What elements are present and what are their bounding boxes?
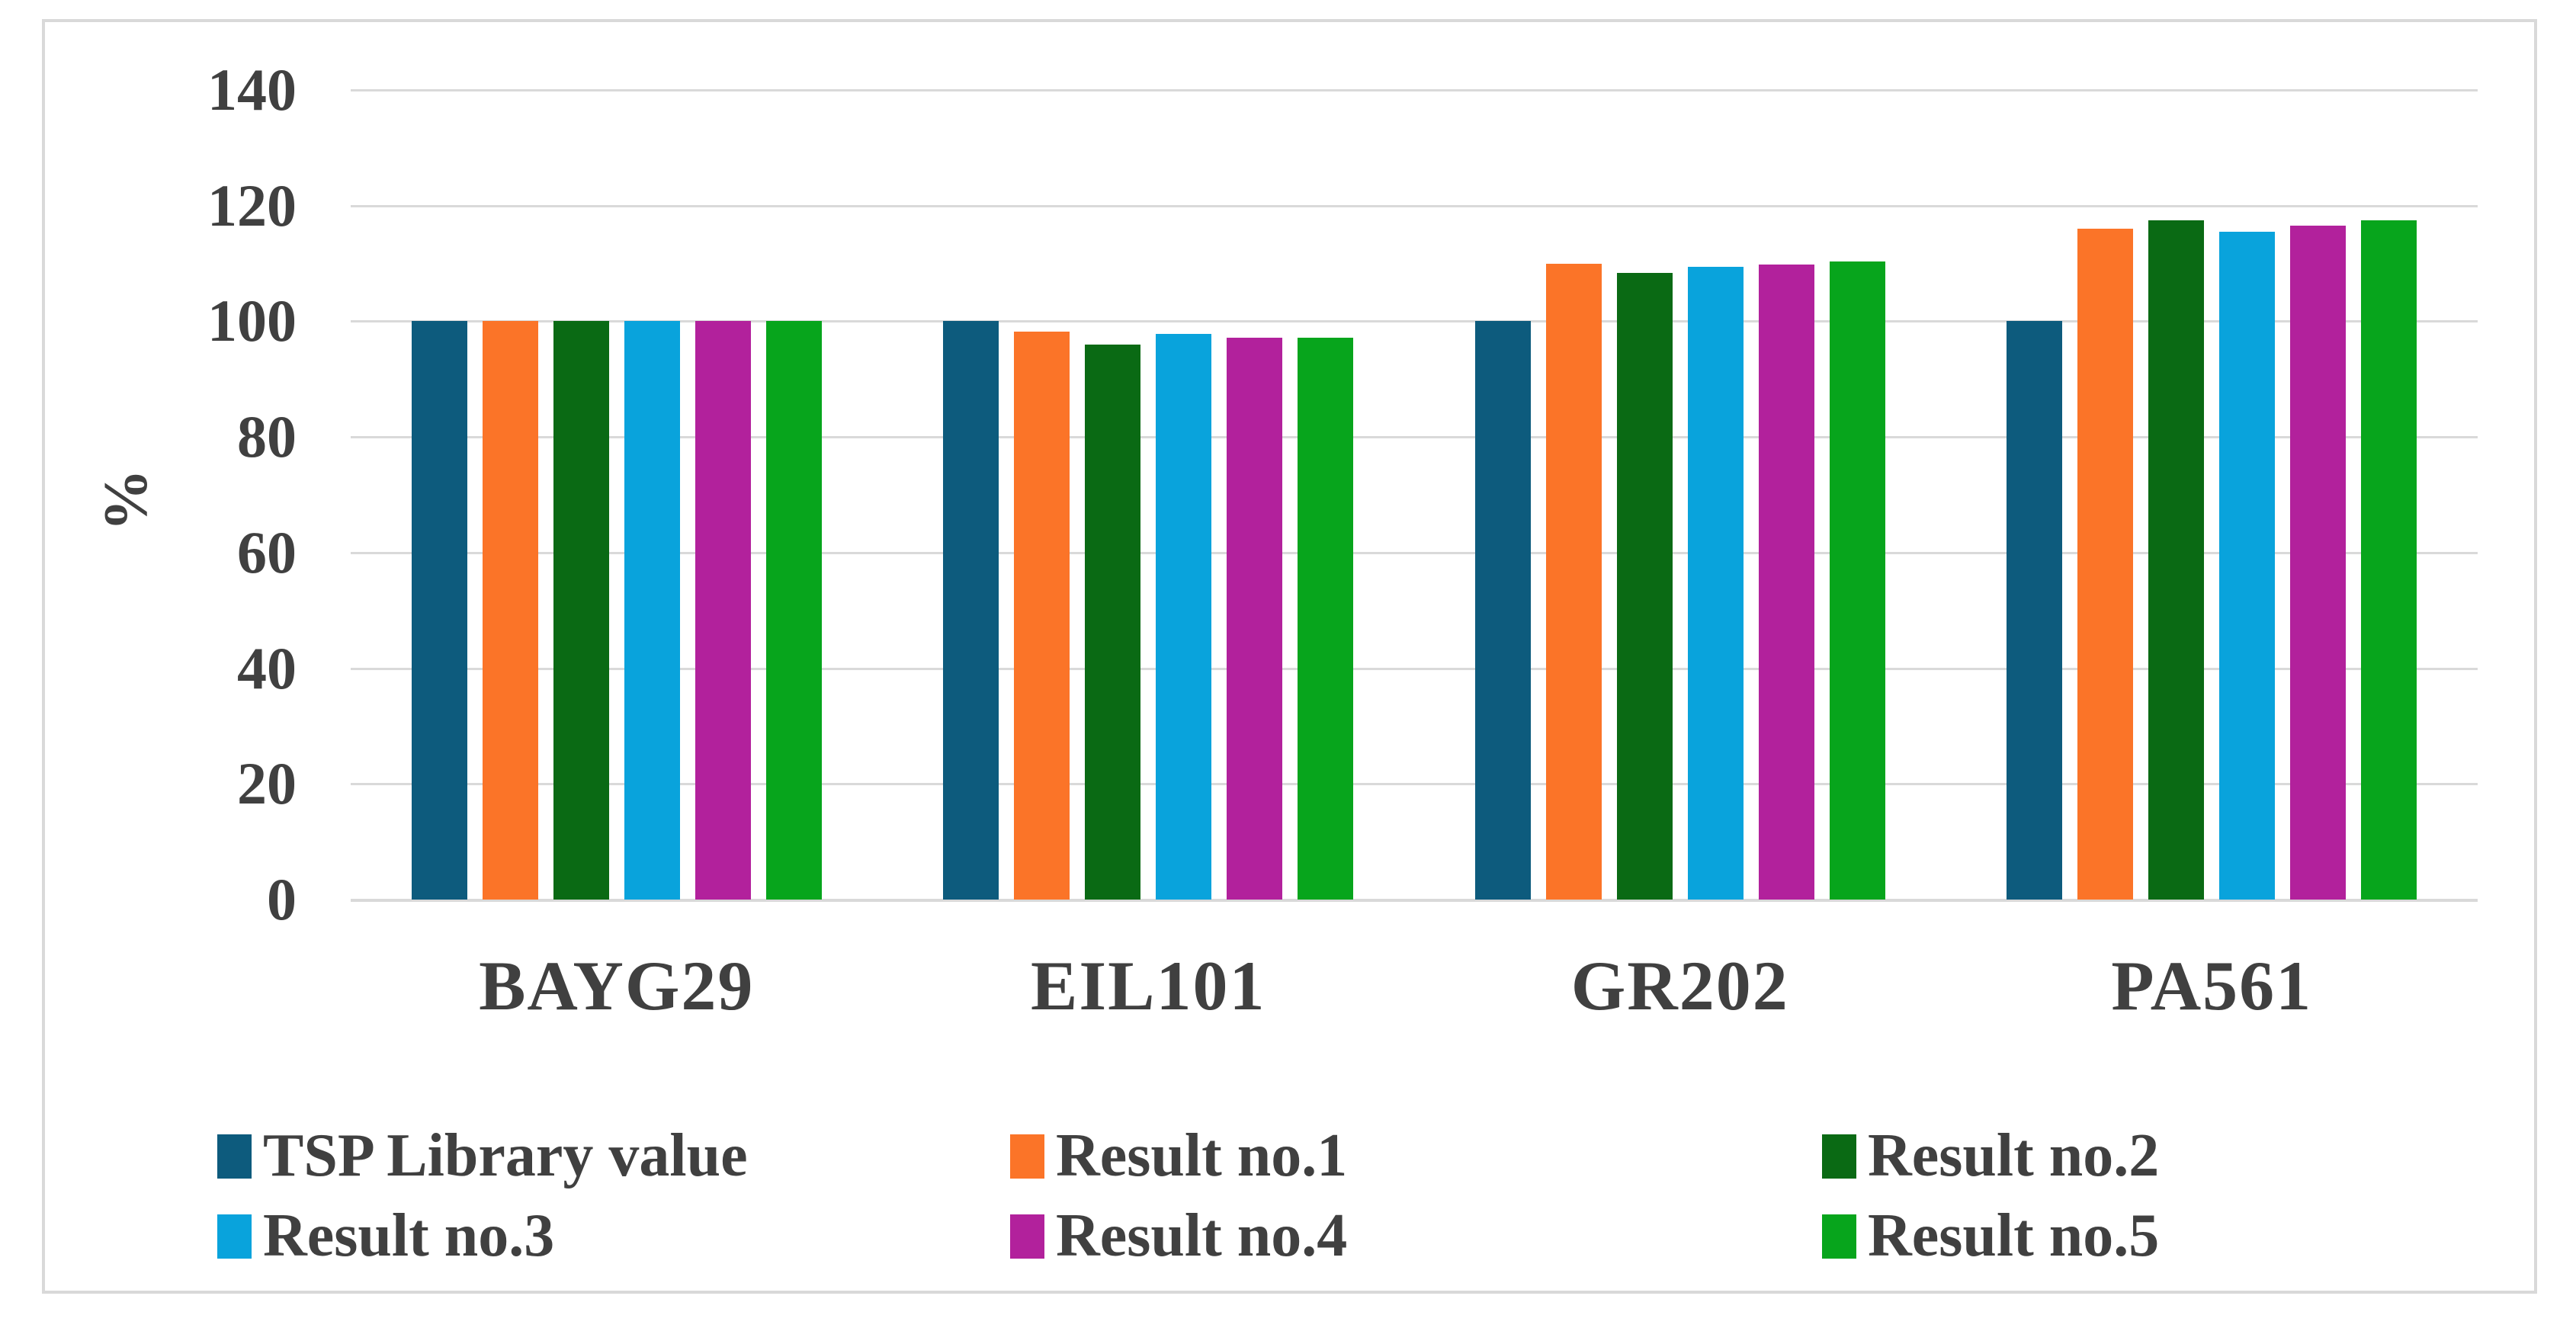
legend-marker-icon (1822, 1134, 1856, 1179)
bar-BAYG29-result-no-2 (553, 321, 609, 900)
bar-GR202-result-no-4 (1758, 265, 1814, 900)
bar-PA561-result-no-3 (2219, 231, 2276, 900)
y-tick-label-120: 120 (207, 172, 297, 239)
category-label-bayg29: BAYG29 (479, 947, 755, 1025)
legend-label: Result no.5 (1868, 1202, 2160, 1269)
bar-GR202-tsp-library-value (1474, 321, 1531, 900)
y-tick-label-40: 40 (237, 634, 297, 701)
bar-EIL101-result-no-1 (1014, 332, 1070, 900)
gridline-y40 (351, 667, 2478, 670)
y-tick-label-60: 60 (237, 518, 297, 585)
y-tick-label-0: 0 (267, 866, 297, 932)
bar-BAYG29-result-no-1 (482, 321, 538, 900)
category-label-gr202: GR202 (1570, 947, 1789, 1025)
legend-label: TSP Library value (263, 1122, 748, 1189)
bar-EIL101-result-no-3 (1156, 334, 1212, 900)
bar-EIL101-result-no-4 (1227, 338, 1283, 900)
category-label-eil101: EIL101 (1030, 947, 1266, 1025)
x-axis-line (351, 899, 2478, 902)
bar-BAYG29-tsp-library-value (411, 321, 467, 900)
y-tick-label-100: 100 (207, 287, 297, 354)
bar-EIL101-result-no-2 (1085, 344, 1141, 900)
bar-EIL101-tsp-library-value (943, 321, 999, 900)
legend-marker-icon (1010, 1134, 1044, 1179)
chart-frame: 0 20 40 60 80 100 120 140 % BAYG29 EIL101 GR202 PA… (42, 19, 2537, 1294)
legend-marker-icon (1822, 1214, 1856, 1259)
bar-PA561-result-no-4 (2290, 225, 2347, 900)
y-tick-label-140: 140 (207, 56, 297, 123)
bar-EIL101-result-no-5 (1298, 337, 1354, 900)
legend-label: Result no.4 (1056, 1202, 1348, 1269)
bar-PA561-result-no-5 (2361, 220, 2417, 900)
bar-GR202-result-no-5 (1829, 261, 1885, 900)
bar-BAYG29-result-no-5 (765, 321, 822, 900)
category-label-pa561: PA561 (2111, 947, 2313, 1025)
y-tick-label-80: 80 (237, 403, 297, 470)
bar-BAYG29-result-no-3 (624, 321, 680, 900)
bar-PA561-result-no-2 (2148, 220, 2205, 900)
legend-marker-icon (1010, 1214, 1044, 1259)
gridline-y120 (351, 204, 2478, 207)
legend-label: Result no.3 (263, 1202, 555, 1269)
y-tick-label-20: 20 (237, 750, 297, 817)
bar-PA561-tsp-library-value (2007, 321, 2063, 900)
gridline-y140 (351, 89, 2478, 91)
bar-BAYG29-result-no-4 (695, 321, 751, 900)
y-axis-title: % (91, 469, 160, 531)
gridline-y20 (351, 783, 2478, 786)
legend-label: Result no.2 (1868, 1122, 2160, 1189)
legend-marker-icon (217, 1214, 252, 1259)
gridline-y100 (351, 320, 2478, 323)
legend-label: Result no.1 (1056, 1122, 1348, 1189)
bar-GR202-result-no-1 (1545, 263, 1602, 900)
bar-GR202-result-no-2 (1616, 273, 1673, 900)
bar-GR202-result-no-3 (1687, 267, 1744, 900)
gridline-y60 (351, 551, 2478, 554)
gridline-y80 (351, 436, 2478, 439)
bar-PA561-result-no-1 (2077, 229, 2134, 900)
legend-marker-icon (217, 1134, 252, 1179)
